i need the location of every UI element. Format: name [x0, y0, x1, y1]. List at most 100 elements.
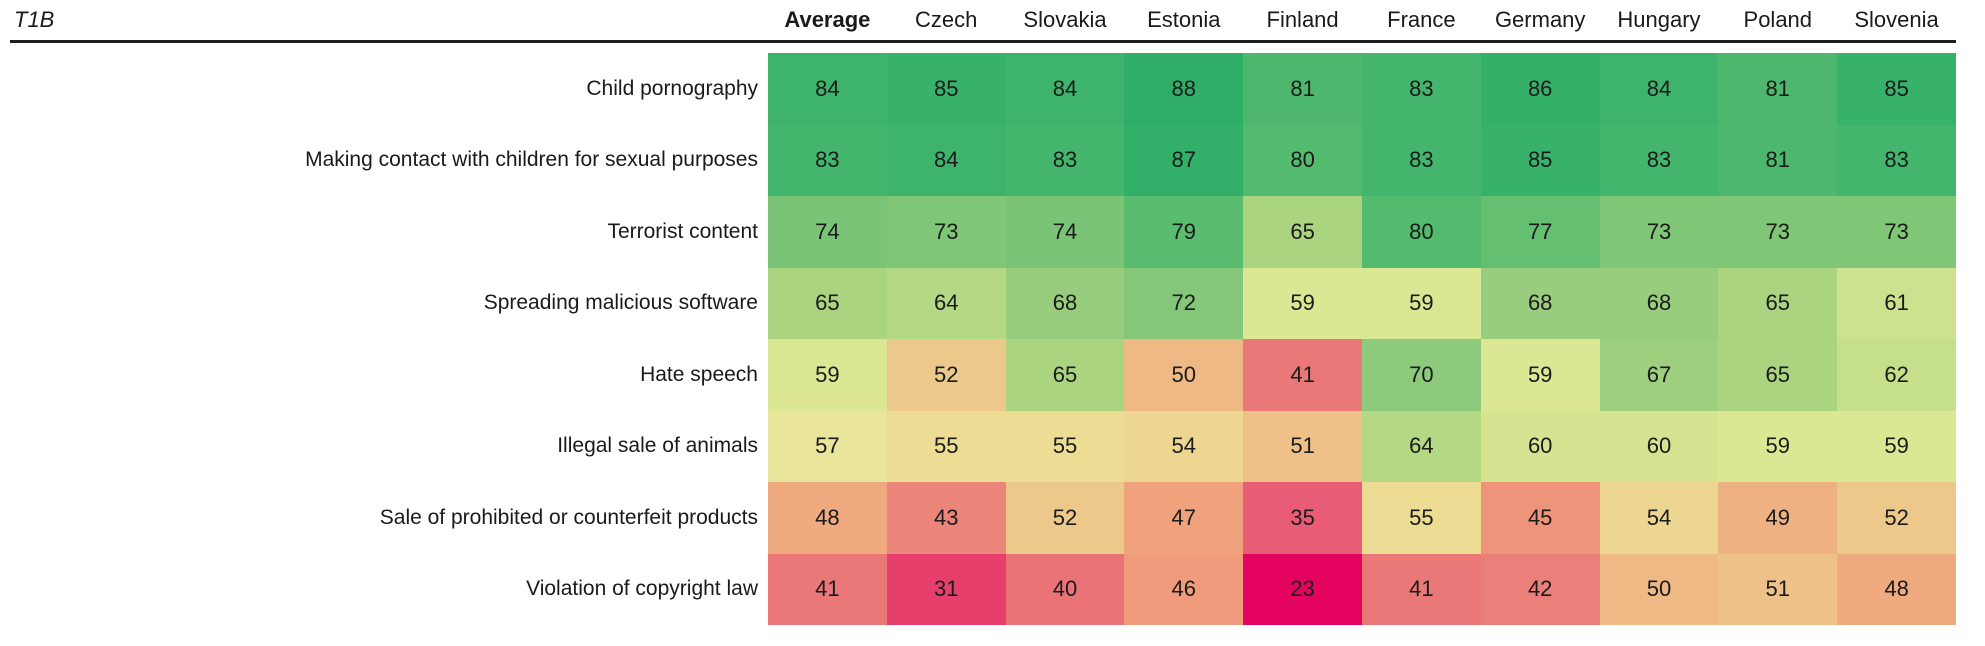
heatmap-cell: 85 [886, 53, 1006, 125]
heatmap-cell: 61 [1837, 267, 1956, 339]
heatmap-cell: 41 [768, 553, 887, 625]
heatmap-cell: 52 [1005, 482, 1125, 554]
heatmap-cell: 85 [1837, 53, 1956, 125]
heatmap-cell: 65 [1718, 339, 1838, 411]
heatmap-cell: 67 [1599, 339, 1719, 411]
heatmap-cell: 60 [1480, 410, 1600, 482]
heatmap-cell: 80 [1361, 196, 1481, 268]
column-header: Average [784, 7, 871, 32]
header-row: T1B Average Czech Slovakia Estonia Finland Fr… [0, 0, 1956, 40]
heatmap-cell: 73 [1599, 196, 1719, 268]
table-row: Violation of copyright law 41 31 40 46 23 41 42… [0, 553, 1956, 625]
column-header: Finland [1266, 7, 1339, 32]
heatmap-cell: 65 [1243, 196, 1362, 268]
heatmap-cell: 41 [1361, 553, 1481, 625]
column-header: Poland [1743, 7, 1813, 32]
heatmap-cell: 49 [1718, 482, 1838, 554]
heatmap-cell: 84 [768, 53, 887, 125]
heatmap-cell: 50 [1599, 553, 1719, 625]
heatmap-cell: 48 [768, 482, 887, 554]
heatmap-cell: 59 [1361, 267, 1481, 339]
heatmap-cell: 65 [1718, 267, 1838, 339]
heatmap-cell: 65 [1005, 339, 1125, 411]
heatmap-cell: 80 [1243, 124, 1362, 196]
header-divider [10, 40, 1956, 43]
heatmap-cell: 60 [1599, 410, 1719, 482]
heatmap-cell: 59 [1243, 267, 1362, 339]
heatmap-cell: 72 [1124, 267, 1244, 339]
column-header: Hungary [1617, 7, 1701, 32]
heatmap-cell: 79 [1124, 196, 1244, 268]
table-row: Sale of prohibited or counterfeit produc… [0, 482, 1956, 554]
heatmap-cell: 83 [1005, 124, 1125, 196]
heatmap-cell: 52 [886, 339, 1006, 411]
heatmap-cell: 81 [1718, 53, 1838, 125]
heatmap-cell: 73 [1837, 196, 1956, 268]
heatmap-cell: 51 [1243, 410, 1362, 482]
row-label: Violation of copyright law [526, 577, 758, 601]
heatmap-cell: 86 [1480, 53, 1600, 125]
heatmap-cell: 62 [1837, 339, 1956, 411]
table-row: Illegal sale of animals 57 55 55 54 51 64 60 60 5… [0, 410, 1956, 482]
heatmap-cell: 55 [1005, 410, 1125, 482]
heatmap-cell: 73 [886, 196, 1006, 268]
heatmap-cell: 88 [1124, 53, 1244, 125]
heatmap-cell: 84 [1599, 53, 1719, 125]
heatmap-cell: 45 [1480, 482, 1600, 554]
heatmap-cell: 68 [1480, 267, 1600, 339]
column-header: Slovakia [1023, 7, 1107, 32]
heatmap-cell: 70 [1361, 339, 1481, 411]
table-row: Hate speech 59 52 65 50 41 70 59 67 65 62 [0, 339, 1956, 411]
column-header: Germany [1494, 7, 1586, 32]
column-header: Estonia [1147, 7, 1221, 32]
heatmap-cell: 65 [768, 267, 887, 339]
heatmap-cell: 83 [768, 124, 887, 196]
heatmap-cell: 83 [1599, 124, 1719, 196]
heatmap-cell: 51 [1718, 553, 1838, 625]
heatmap-cell: 47 [1124, 482, 1244, 554]
table-row: Child pornography 84 85 84 88 81 83 86 84 81 85 [0, 53, 1956, 125]
heatmap-cell: 59 [1480, 339, 1600, 411]
heatmap-cell: 43 [886, 482, 1006, 554]
heatmap-cell: 84 [1005, 53, 1125, 125]
heatmap-cell: 59 [768, 339, 887, 411]
heatmap-cell: 74 [1005, 196, 1125, 268]
heatmap-cell: 46 [1124, 553, 1244, 625]
heatmap-cell: 54 [1124, 410, 1244, 482]
row-label: Child pornography [586, 76, 758, 100]
heatmap-cell: 54 [1599, 482, 1719, 554]
heatmap-body: Child pornography 84 85 84 88 81 83 86 84 81 85 Mak… [0, 53, 1985, 625]
heatmap-cell: 83 [1361, 53, 1481, 125]
heatmap-cell: 57 [768, 410, 887, 482]
heatmap-cell: 35 [1243, 482, 1362, 554]
row-label: Illegal sale of animals [557, 434, 758, 458]
table-row: Making contact with children for sexual … [0, 124, 1956, 196]
heatmap-cell: 73 [1718, 196, 1838, 268]
heatmap-cell: 81 [1718, 124, 1838, 196]
heatmap-cell: 64 [1361, 410, 1481, 482]
column-header: France [1387, 7, 1456, 32]
heatmap-cell: 48 [1837, 553, 1956, 625]
heatmap-cell: 83 [1361, 124, 1481, 196]
heatmap-cell: 68 [1005, 267, 1125, 339]
heatmap-cell: 31 [886, 553, 1006, 625]
heatmap-cell: 23 [1243, 553, 1362, 625]
row-label: Making contact with children for sexual … [305, 148, 758, 172]
heatmap-cell: 42 [1480, 553, 1600, 625]
table-row: Terrorist content 74 73 74 79 65 80 77 73 73 73 [0, 196, 1956, 268]
table-row: Spreading malicious software 65 64 68 72 59 59… [0, 267, 1956, 339]
row-label: Hate speech [640, 362, 758, 386]
heatmap-cell: 85 [1480, 124, 1600, 196]
column-header: Czech [915, 7, 978, 32]
heatmap-cell: 55 [1361, 482, 1481, 554]
row-label: Terrorist content [607, 219, 758, 243]
heatmap-cell: 41 [1243, 339, 1362, 411]
heatmap-cell: 81 [1243, 53, 1362, 125]
heatmap-cell: 77 [1480, 196, 1600, 268]
row-label: Sale of prohibited or counterfeit produc… [379, 505, 758, 529]
heatmap-cell: 40 [1005, 553, 1125, 625]
heatmap-cell: 59 [1718, 410, 1838, 482]
heatmap-cell: 87 [1124, 124, 1244, 196]
chart-tag: T1B [14, 7, 55, 32]
